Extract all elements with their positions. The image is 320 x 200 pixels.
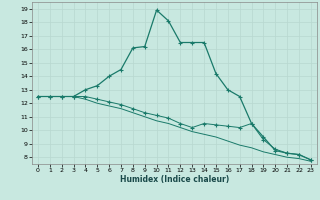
X-axis label: Humidex (Indice chaleur): Humidex (Indice chaleur) (120, 175, 229, 184)
